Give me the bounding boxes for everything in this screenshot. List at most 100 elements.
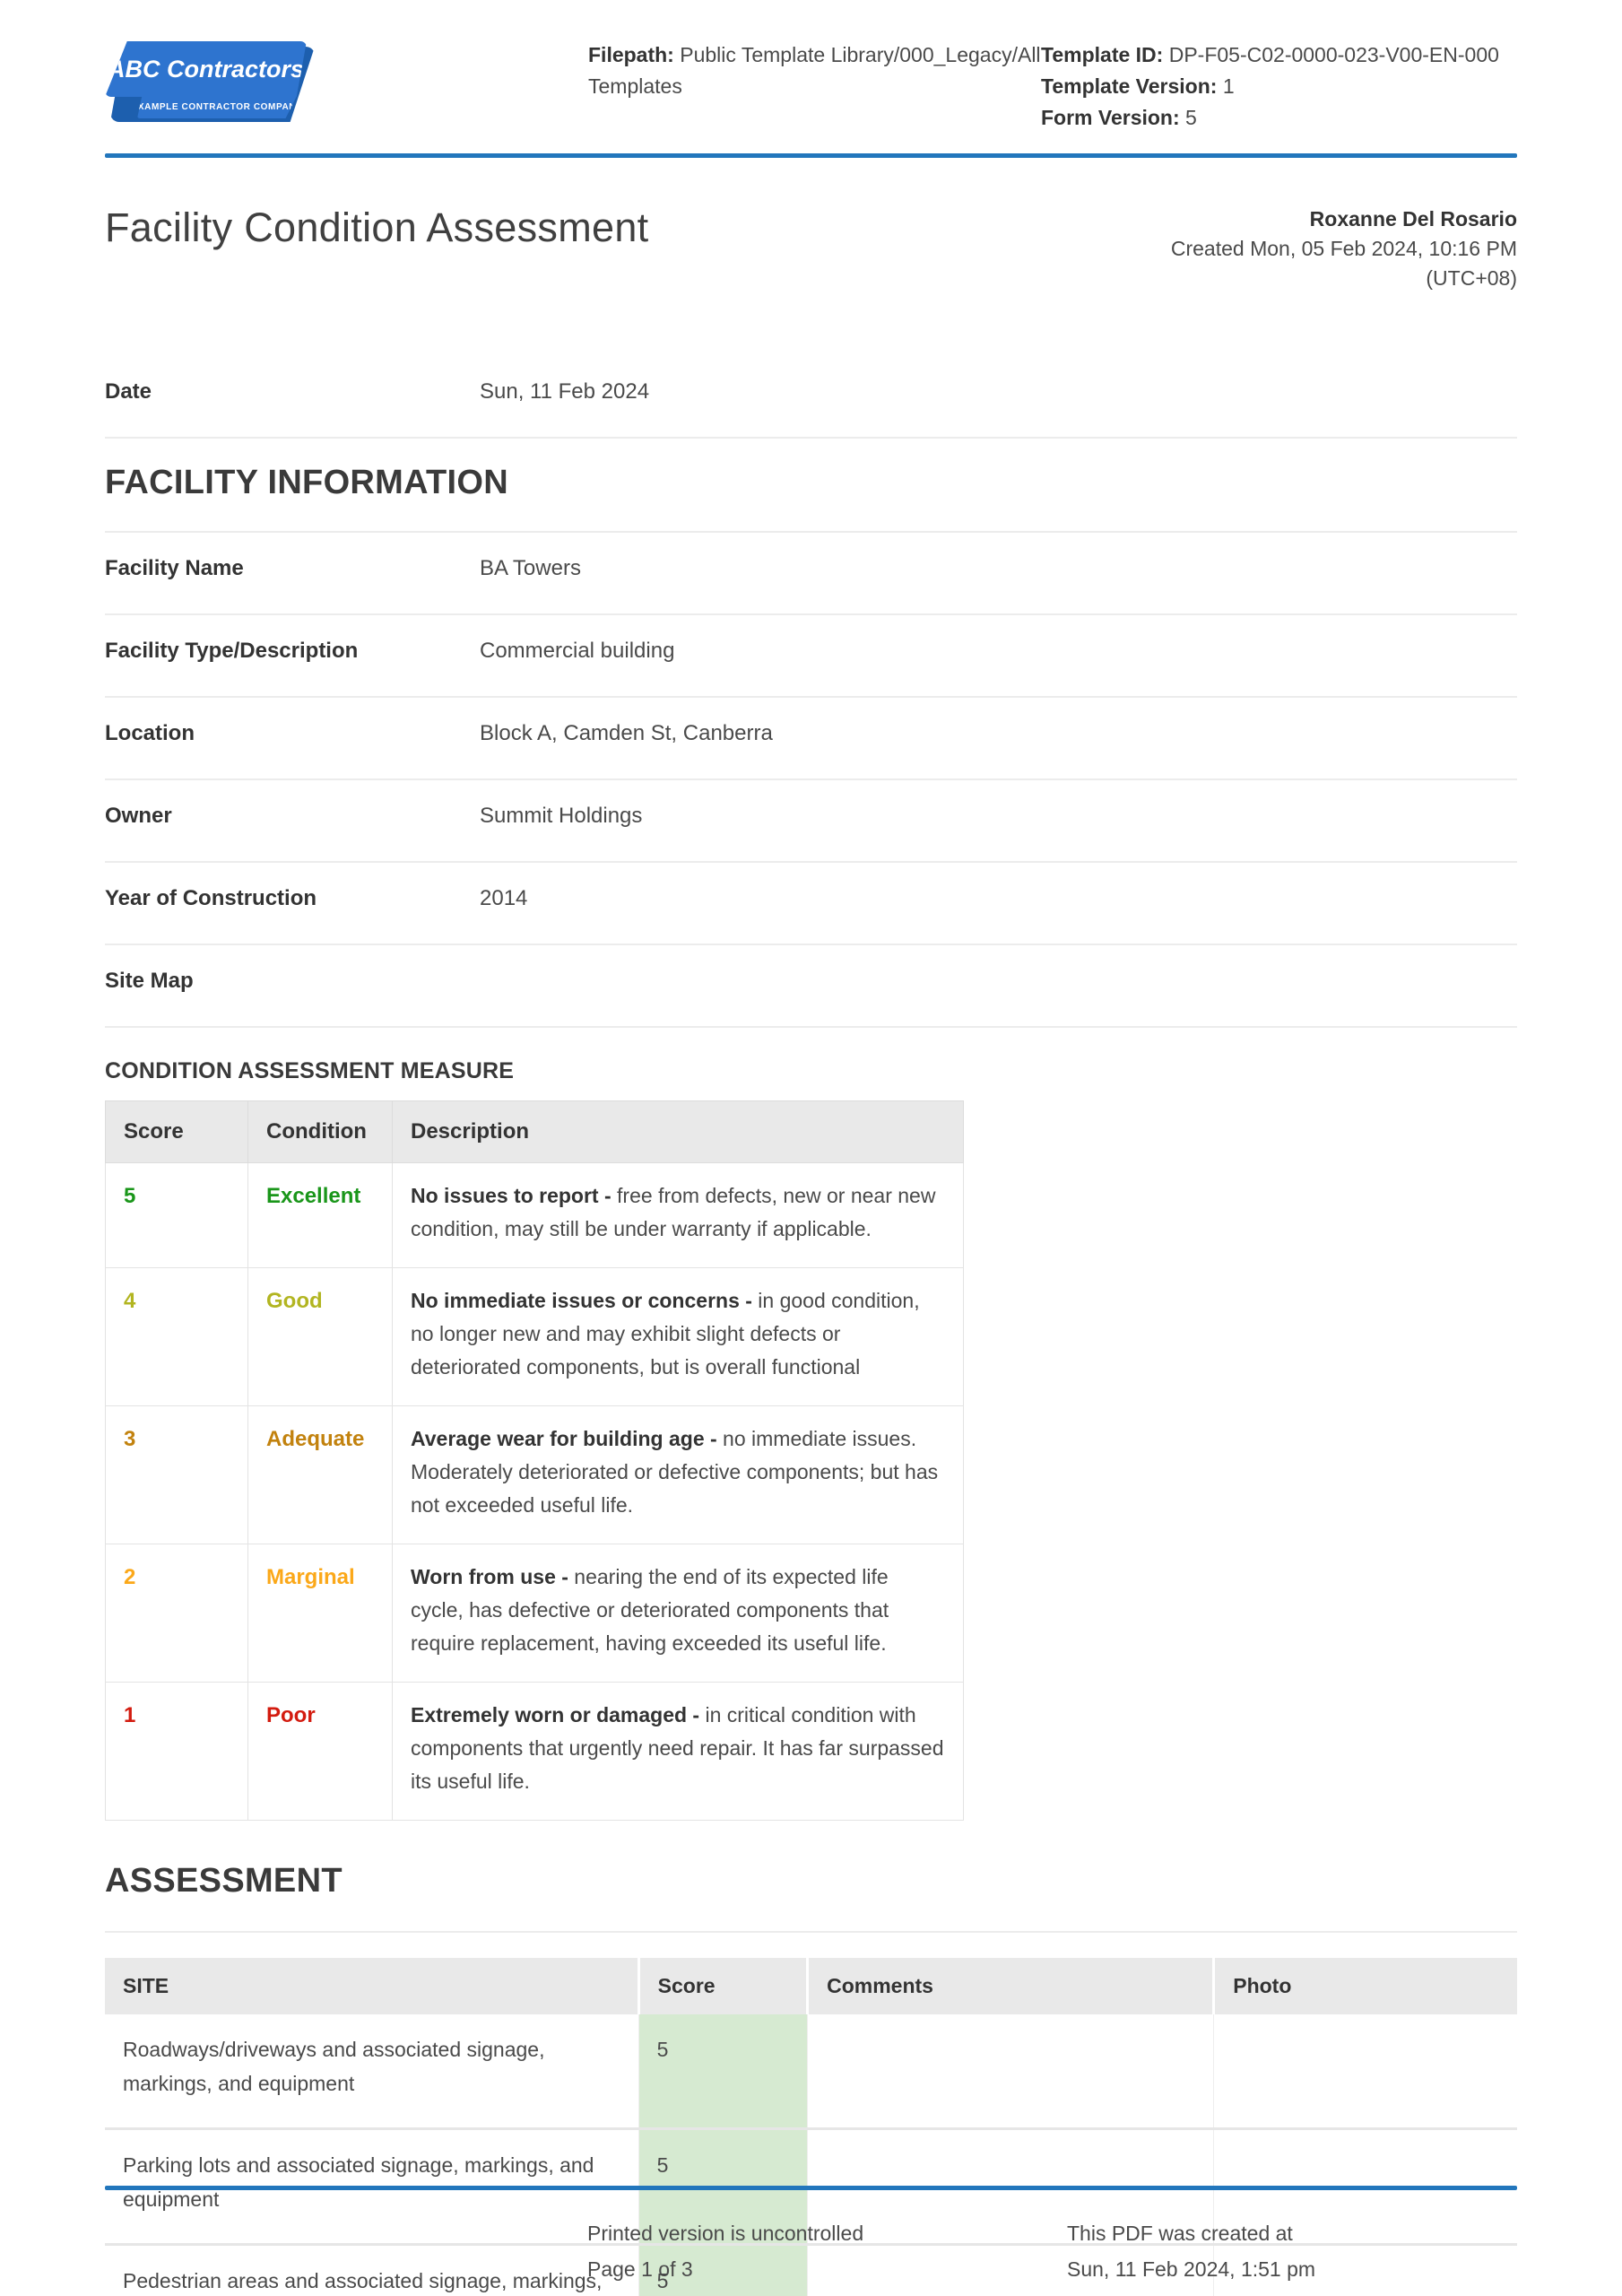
template-version-row: Template Version: 1 xyxy=(1041,71,1517,102)
date-section: Date Sun, 11 Feb 2024 xyxy=(105,356,1517,439)
column-header-score: Score xyxy=(637,1958,808,2014)
footer-columns: Printed version is uncontrolled Page 1 o… xyxy=(105,2215,1517,2287)
condition-cell: Adequate xyxy=(247,1405,393,1544)
facility-fields: Facility Name BA Towers Facility Type/Desc… xyxy=(105,533,1517,1028)
column-header-comments: Comments xyxy=(806,1958,1214,2014)
footer-uncontrolled-note: Printed version is uncontrolled xyxy=(587,2222,864,2245)
score-cell: 3 xyxy=(105,1405,248,1544)
photo-cell xyxy=(1213,2014,1517,2130)
page-footer: Printed version is uncontrolled Page 1 o… xyxy=(105,2186,1517,2287)
column-header-site: SITE xyxy=(105,1958,639,2014)
field-value: BA Towers xyxy=(480,556,581,580)
photo-cell xyxy=(1213,2244,1517,2296)
facility-information-heading: FACILITY INFORMATION xyxy=(105,439,1517,533)
footer-left-block: Printed version is uncontrolled Page 1 o… xyxy=(587,2215,1067,2287)
description-cell: No immediate issues or concerns - in goo… xyxy=(392,1267,964,1406)
site-cell: Roadways/driveways and associated signag… xyxy=(105,2014,639,2130)
footer-divider-rule xyxy=(105,2186,1517,2190)
field-label: Facility Name xyxy=(105,556,244,580)
condition-cell: Good xyxy=(247,1267,393,1406)
condition-measure-heading: CONDITION ASSESSMENT MEASURE xyxy=(105,1058,515,1083)
comments-cell xyxy=(807,2014,1214,2130)
template-id-label: Template ID: xyxy=(1041,43,1164,66)
field-value: Commercial building xyxy=(480,639,675,663)
footer-created-note: This PDF was created at xyxy=(1067,2222,1293,2245)
company-logo: ABC Contractors EXAMPLE CONTRACTOR COMPA… xyxy=(105,39,316,129)
condition-cell: Marginal xyxy=(247,1544,393,1683)
score-cell: 1 xyxy=(105,1682,248,1821)
author-name: Roxanne Del Rosario xyxy=(1309,207,1517,230)
description-cell: Average wear for building age - no immed… xyxy=(392,1405,964,1544)
comments-cell xyxy=(807,2244,1214,2296)
condition-cell: Excellent xyxy=(247,1162,393,1268)
logo-subtitle: EXAMPLE CONTRACTOR COMPANY xyxy=(131,102,303,112)
form-version-row: Form Version: 5 xyxy=(1041,102,1517,134)
field-value: Summit Holdings xyxy=(480,804,643,828)
form-version-label: Form Version: xyxy=(1041,106,1180,129)
footer-page-number: Page 1 of 3 xyxy=(587,2257,693,2281)
description-cell: No issues to report - free from defects,… xyxy=(392,1162,964,1268)
page-title: Facility Condition Assessment xyxy=(105,204,649,250)
field-row: Facility Type/Description Commercial buil… xyxy=(105,615,1517,698)
field-label: Facility Type/Description xyxy=(105,639,359,663)
column-header-photo: Photo xyxy=(1212,1958,1517,2014)
created-datetime: Created Mon, 05 Feb 2024, 10:16 PM xyxy=(1170,237,1517,260)
form-version-value: 5 xyxy=(1185,106,1197,129)
page-header: ABC Contractors EXAMPLE CONTRACTOR COMPA… xyxy=(105,0,1517,134)
field-label: Location xyxy=(105,721,195,745)
condition-header-row: Score Condition Description xyxy=(105,1100,964,1163)
condition-row: 4 Good No immediate issues or concerns - i… xyxy=(105,1267,964,1406)
header-divider-rule xyxy=(105,153,1517,158)
field-row: Year of Construction 2014 xyxy=(105,863,1517,945)
assessment-divider xyxy=(105,1931,1517,1933)
template-version-label: Template Version: xyxy=(1041,74,1218,98)
condition-row: 2 Marginal Worn from use - nearing the end… xyxy=(105,1544,964,1683)
logo-title: ABC Contractors xyxy=(107,55,305,83)
condition-row: 5 Excellent No issues to report - free fro… xyxy=(105,1162,964,1268)
field-row: Owner Summit Holdings xyxy=(105,780,1517,863)
score-cell: 2 xyxy=(105,1544,248,1683)
template-meta-block: Template ID: DP-F05-C02-0000-023-V00-EN-… xyxy=(1041,39,1517,134)
template-version-value: 1 xyxy=(1222,74,1235,98)
filepath-block: Filepath: Public Template Library/000_Le… xyxy=(588,39,1041,102)
created-block: Roxanne Del Rosario Created Mon, 05 Feb … xyxy=(1171,204,1517,293)
field-label: Owner xyxy=(105,804,172,828)
footer-right-block: This PDF was created at Sun, 11 Feb 2024… xyxy=(1067,2215,1517,2287)
field-label: Year of Construction xyxy=(105,886,317,910)
column-header-score: Score xyxy=(105,1100,248,1163)
footer-created-datetime: Sun, 11 Feb 2024, 1:51 pm xyxy=(1067,2257,1316,2281)
description-cell: Extremely worn or damaged - in critical … xyxy=(392,1682,964,1821)
column-header-condition: Condition xyxy=(247,1100,393,1163)
field-row: Facility Name BA Towers xyxy=(105,533,1517,615)
condition-row: 1 Poor Extremely worn or damaged - in crit… xyxy=(105,1682,964,1821)
score-cell: 5 xyxy=(638,2014,808,2130)
site-row: Roadways/driveways and associated signag… xyxy=(105,2014,1517,2130)
condition-row: 3 Adequate Average wear for building age -… xyxy=(105,1405,964,1544)
condition-measure-table: Score Condition Description 5 Excellent No… xyxy=(105,1100,964,1821)
score-cell: 5 xyxy=(105,1162,248,1268)
description-cell: Worn from use - nearing the end of its e… xyxy=(392,1544,964,1683)
logo-banner: ABC Contractors xyxy=(105,41,307,97)
date-row: Date Sun, 11 Feb 2024 xyxy=(105,356,1517,439)
field-row: Location Block A, Camden St, Canberra xyxy=(105,698,1517,780)
score-cell: 5 xyxy=(638,2244,808,2296)
created-timezone: (UTC+08) xyxy=(1426,266,1517,290)
site-cell: Pedestrian areas and associated signage,… xyxy=(105,2244,639,2296)
score-cell: 4 xyxy=(105,1267,248,1406)
condition-cell: Poor xyxy=(247,1682,393,1821)
field-value: 2014 xyxy=(480,886,528,910)
site-header-row: SITE Score Comments Photo xyxy=(105,1958,1517,2014)
filepath-label: Filepath: xyxy=(588,43,674,66)
assessment-heading: ASSESSMENT xyxy=(105,1862,343,1900)
logo-sub-banner: EXAMPLE CONTRACTOR COMPANY xyxy=(137,96,297,118)
field-row: Site Map xyxy=(105,945,1517,1028)
template-id-row: Template ID: DP-F05-C02-0000-023-V00-EN-… xyxy=(1041,39,1517,71)
field-value: Block A, Camden St, Canberra xyxy=(480,721,773,745)
field-label: Date xyxy=(105,379,152,404)
field-label: Site Map xyxy=(105,969,194,993)
filepath-value: Public Template Library/000_Legacy/All T… xyxy=(588,43,1041,98)
title-row: Facility Condition Assessment Roxanne De… xyxy=(105,204,1517,293)
field-value: Sun, 11 Feb 2024 xyxy=(480,379,650,404)
template-id-value: DP-F05-C02-0000-023-V00-EN-000 xyxy=(1168,43,1499,66)
